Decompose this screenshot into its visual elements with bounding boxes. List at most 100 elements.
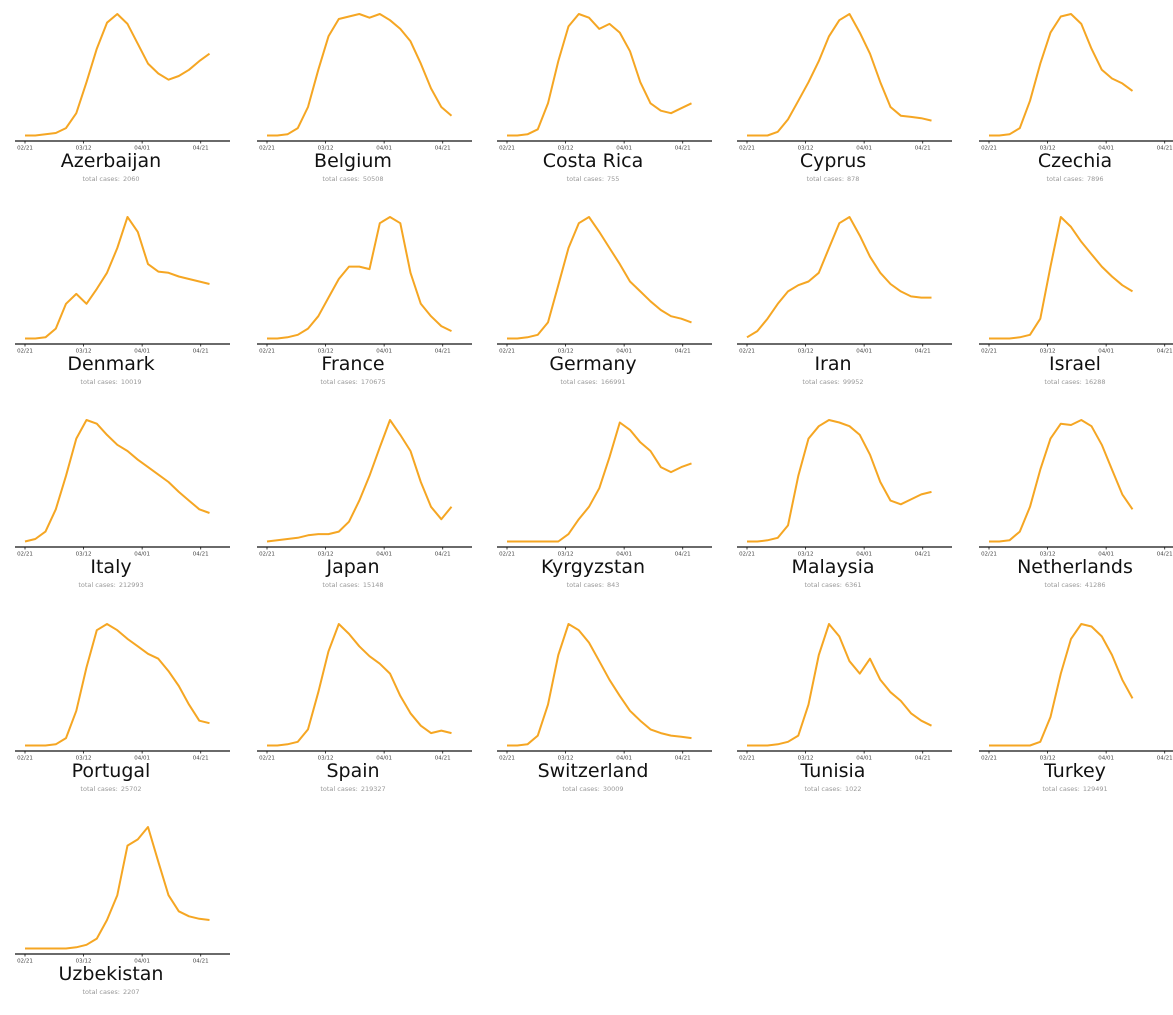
- x-tick-label: 03/12: [318, 552, 334, 558]
- x-tick-label: 03/12: [558, 756, 574, 762]
- x-tick-label: 03/12: [76, 146, 92, 152]
- x-tick-label: 04/01: [376, 552, 392, 558]
- x-tick-label: 02/21: [739, 756, 755, 762]
- x-tick-label: 02/21: [17, 756, 33, 762]
- total-cases-label: total cases: 6361: [804, 581, 862, 589]
- x-tick-label: 02/21: [981, 349, 997, 355]
- series-line: [25, 623, 210, 747]
- x-tick-label: 02/21: [499, 756, 515, 762]
- country-name: Switzerland: [537, 760, 649, 782]
- panel-cyprus: 02/21 03/12 04/01 04/21 Cyprus total cases: 87…: [730, 2, 960, 202]
- line-chart: 02/21 03/12 04/01 04/21: [15, 216, 230, 355]
- total-cases-value: 170675: [360, 378, 386, 386]
- x-tick-label: 02/21: [739, 146, 755, 152]
- total-cases-label: total cases: 30009: [562, 785, 624, 793]
- line-chart: 02/21 03/12 04/01 04/21: [737, 623, 952, 762]
- total-cases-label: total cases: 16288: [1044, 378, 1106, 386]
- x-tick-label: 03/12: [558, 146, 574, 152]
- line-chart: 02/21 03/12 04/01 04/21: [257, 419, 472, 558]
- x-tick-label: 03/12: [76, 959, 92, 965]
- series-line: [267, 216, 452, 340]
- x-tick-label: 04/01: [856, 146, 872, 152]
- panel-tunisia: 02/21 03/12 04/01 04/21 Tunisia total cases: 1…: [730, 612, 960, 812]
- panel-malaysia: 02/21 03/12 04/01 04/21 Malaysia total cases:…: [730, 408, 960, 608]
- x-tick-label: 03/12: [798, 349, 814, 355]
- line-chart: 02/21 03/12 04/01 04/21: [497, 421, 712, 558]
- country-name: Cyprus: [799, 150, 867, 172]
- x-tick-label: 03/12: [1040, 349, 1056, 355]
- x-tick-label: 04/21: [435, 756, 451, 762]
- series-line: [507, 623, 692, 747]
- series-line: [24, 419, 210, 543]
- x-tick-label: 03/12: [558, 552, 574, 558]
- total-cases-label: total cases: 2060: [82, 175, 140, 183]
- line-chart: 02/21 03/12 04/01 04/21: [15, 623, 230, 762]
- x-tick-label: 04/21: [193, 349, 209, 355]
- total-cases-label: total cases: 170675: [320, 378, 386, 386]
- x-tick-label: 04/21: [675, 146, 691, 152]
- x-tick-label: 03/12: [558, 349, 574, 355]
- x-tick-label: 03/12: [1040, 146, 1056, 152]
- x-tick-label: 04/21: [1157, 146, 1173, 152]
- country-name: Uzbekistan: [58, 963, 164, 985]
- x-tick-label: 03/12: [318, 146, 334, 152]
- country-name: France: [321, 353, 385, 375]
- line-chart: 02/21 03/12 04/01 04/21: [257, 216, 472, 355]
- panel-germany: 02/21 03/12 04/01 04/21 Germany total cases: 1…: [490, 205, 720, 405]
- x-tick-label: 03/12: [1040, 756, 1056, 762]
- x-tick-label: 03/12: [76, 756, 92, 762]
- total-cases-value: 2207: [122, 988, 140, 996]
- x-tick-label: 02/21: [259, 349, 275, 355]
- line-chart: 02/21 03/12 04/01 04/21: [979, 623, 1173, 762]
- total-cases-label: total cases: 755: [566, 175, 620, 183]
- panel-belgium: 02/21 03/12 04/01 04/21 Belgium total cases: 5…: [250, 2, 480, 202]
- total-cases-value: 41286: [1084, 581, 1106, 589]
- country-name: Israel: [1049, 353, 1101, 375]
- line-chart: 02/21 03/12 04/01 04/21: [497, 623, 712, 762]
- x-tick-label: 04/21: [675, 756, 691, 762]
- total-cases-value: 10019: [120, 378, 142, 386]
- country-name: Iran: [814, 353, 852, 375]
- x-tick-label: 02/21: [499, 349, 515, 355]
- series-line: [507, 216, 692, 340]
- total-cases-label: total cases: 129491: [1042, 785, 1108, 793]
- series-line: [989, 419, 1134, 543]
- panel-france: 02/21 03/12 04/01 04/21 France total cases: 17…: [250, 205, 480, 405]
- total-cases-value: 878: [847, 175, 860, 183]
- total-cases-label: total cases: 41286: [1044, 581, 1106, 589]
- line-chart: 02/21 03/12 04/01 04/21: [257, 13, 472, 152]
- x-tick-label: 03/12: [798, 756, 814, 762]
- x-tick-label: 02/21: [499, 552, 515, 558]
- total-cases-label: total cases: 7896: [1046, 175, 1104, 183]
- line-chart: 02/21 03/12 04/01 04/21: [737, 216, 952, 355]
- total-cases-label: total cases: 15148: [322, 581, 384, 589]
- x-tick-label: 04/01: [856, 349, 872, 355]
- x-tick-label: 04/21: [193, 756, 209, 762]
- country-name: Czechia: [1037, 150, 1113, 172]
- x-tick-label: 04/01: [1098, 552, 1114, 558]
- x-tick-label: 04/01: [134, 146, 150, 152]
- x-tick-label: 04/01: [616, 146, 632, 152]
- total-cases-label: total cases: 878: [806, 175, 860, 183]
- series-line: [989, 13, 1134, 137]
- line-chart: 02/21 03/12 04/01 04/21: [15, 826, 230, 965]
- panel-spain: 02/21 03/12 04/01 04/21 Spain total cases: 219…: [250, 612, 480, 812]
- x-tick-label: 04/01: [134, 552, 150, 558]
- total-cases-value: 16288: [1084, 378, 1106, 386]
- country-name: Malaysia: [791, 556, 875, 578]
- x-tick-label: 04/01: [376, 349, 392, 355]
- panel-iran: 02/21 03/12 04/01 04/21 Iran total cases: 9995…: [730, 205, 960, 405]
- total-cases-value: 843: [607, 581, 620, 589]
- x-tick-label: 03/12: [318, 756, 334, 762]
- x-tick-label: 04/21: [915, 552, 931, 558]
- x-tick-label: 04/01: [1098, 146, 1114, 152]
- total-cases-label: total cases: 219327: [320, 785, 386, 793]
- panel-czechia: 02/21 03/12 04/01 04/21 Czechia total cases: 7…: [972, 2, 1173, 202]
- x-tick-label: 04/01: [134, 756, 150, 762]
- x-tick-label: 04/01: [376, 756, 392, 762]
- line-chart: 02/21 03/12 04/01 04/21: [737, 13, 952, 152]
- total-cases-value: 2060: [122, 175, 140, 183]
- series-line: [507, 13, 692, 137]
- country-name: Spain: [326, 760, 380, 782]
- x-tick-label: 04/21: [435, 552, 451, 558]
